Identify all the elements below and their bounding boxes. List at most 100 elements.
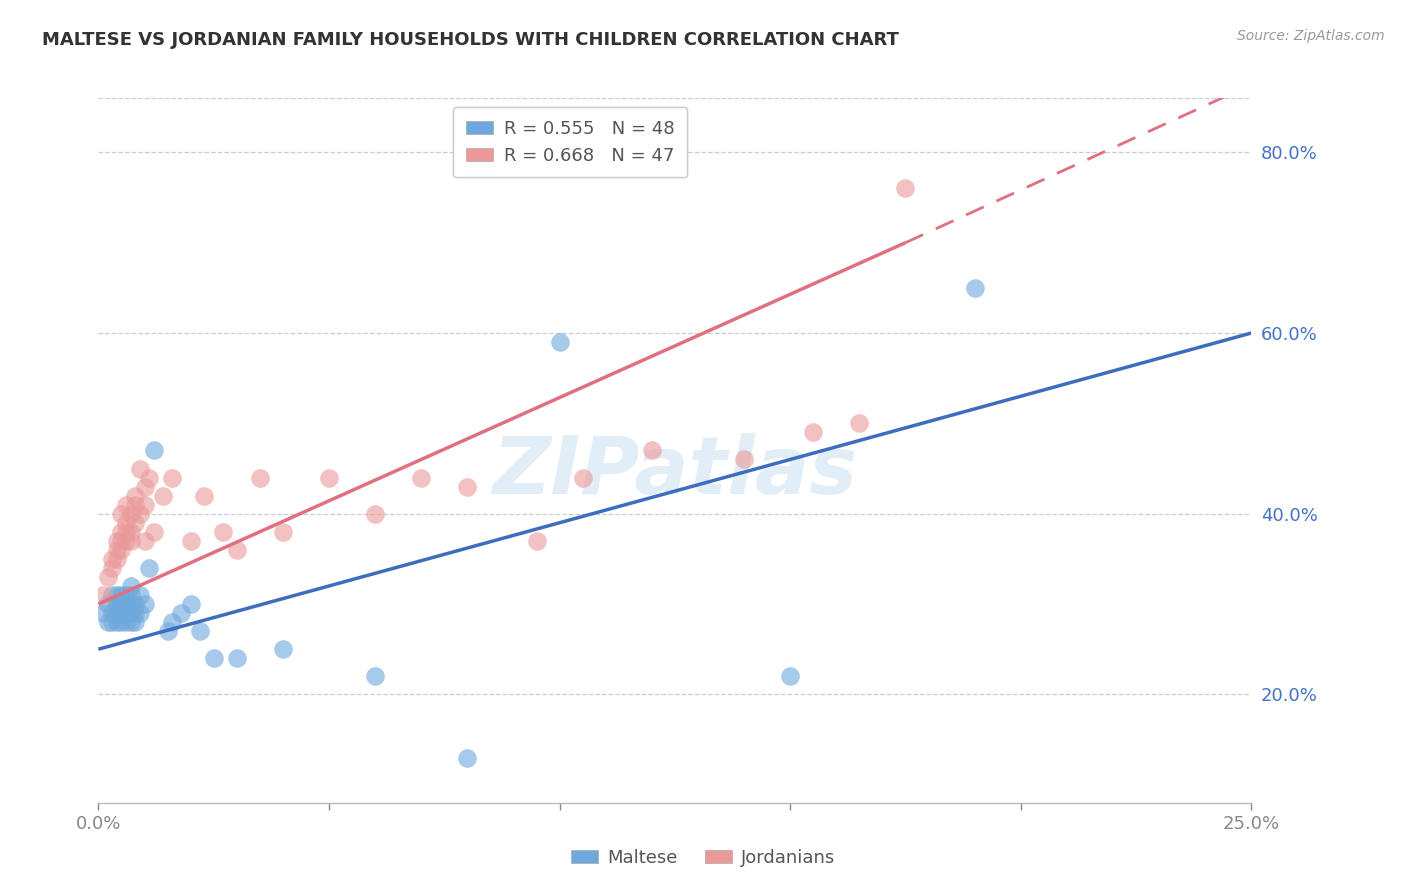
Point	[97, 597, 120, 611]
Point	[124, 615, 146, 629]
Point	[170, 606, 193, 620]
Text: MALTESE VS JORDANIAN FAMILY HOUSEHOLDS WITH CHILDREN CORRELATION CHART: MALTESE VS JORDANIAN FAMILY HOUSEHOLDS W…	[42, 31, 898, 49]
Point	[120, 615, 142, 629]
Point	[101, 606, 124, 620]
Point	[115, 498, 138, 512]
Point	[105, 552, 128, 566]
Point	[160, 470, 183, 484]
Point	[115, 533, 138, 548]
Point	[124, 597, 146, 611]
Point	[110, 524, 132, 539]
Point	[124, 516, 146, 530]
Point	[124, 489, 146, 503]
Point	[110, 588, 132, 602]
Point	[142, 524, 165, 539]
Point	[225, 542, 247, 557]
Point	[202, 651, 225, 665]
Point	[456, 750, 478, 764]
Point	[110, 542, 132, 557]
Point	[641, 443, 664, 458]
Point	[91, 588, 114, 602]
Point	[101, 588, 124, 602]
Point	[120, 533, 142, 548]
Point	[156, 624, 179, 639]
Point	[571, 470, 593, 484]
Point	[115, 516, 138, 530]
Point	[456, 480, 478, 494]
Point	[364, 507, 387, 521]
Point	[129, 588, 152, 602]
Point	[115, 615, 138, 629]
Point	[97, 615, 120, 629]
Point	[115, 597, 138, 611]
Point	[101, 552, 124, 566]
Point	[120, 606, 142, 620]
Point	[526, 533, 548, 548]
Point	[848, 417, 870, 431]
Point	[97, 570, 120, 584]
Point	[120, 588, 142, 602]
Point	[110, 507, 132, 521]
Point	[138, 470, 160, 484]
Point	[271, 642, 294, 657]
Point	[193, 489, 215, 503]
Legend: Maltese, Jordanians: Maltese, Jordanians	[564, 842, 842, 874]
Point	[105, 615, 128, 629]
Point	[101, 561, 124, 575]
Point	[212, 524, 235, 539]
Point	[120, 579, 142, 593]
Point	[134, 597, 156, 611]
Point	[105, 542, 128, 557]
Point	[115, 597, 138, 611]
Point	[963, 281, 986, 295]
Point	[142, 443, 165, 458]
Point	[101, 615, 124, 629]
Point	[115, 588, 138, 602]
Point	[364, 669, 387, 683]
Point	[188, 624, 211, 639]
Point	[124, 606, 146, 620]
Point	[105, 533, 128, 548]
Point	[115, 606, 138, 620]
Point	[110, 606, 132, 620]
Point	[120, 507, 142, 521]
Point	[779, 669, 801, 683]
Point	[129, 507, 152, 521]
Point	[91, 606, 114, 620]
Point	[129, 461, 152, 475]
Point	[110, 606, 132, 620]
Point	[120, 597, 142, 611]
Point	[105, 606, 128, 620]
Point	[110, 615, 132, 629]
Text: Source: ZipAtlas.com: Source: ZipAtlas.com	[1237, 29, 1385, 43]
Legend: R = 0.555   N = 48, R = 0.668   N = 47: R = 0.555 N = 48, R = 0.668 N = 47	[453, 107, 688, 178]
Point	[733, 452, 755, 467]
Point	[129, 606, 152, 620]
Point	[110, 597, 132, 611]
Point	[180, 597, 202, 611]
Point	[894, 181, 917, 195]
Point	[110, 533, 132, 548]
Point	[801, 425, 824, 440]
Point	[249, 470, 271, 484]
Point	[548, 334, 571, 349]
Point	[134, 480, 156, 494]
Point	[105, 597, 128, 611]
Point	[105, 588, 128, 602]
Point	[411, 470, 433, 484]
Point	[124, 498, 146, 512]
Point	[160, 615, 183, 629]
Point	[105, 597, 128, 611]
Point	[271, 524, 294, 539]
Point	[115, 524, 138, 539]
Point	[180, 533, 202, 548]
Point	[138, 561, 160, 575]
Point	[318, 470, 340, 484]
Point	[152, 489, 174, 503]
Point	[134, 533, 156, 548]
Point	[120, 524, 142, 539]
Text: ZIPatlas: ZIPatlas	[492, 433, 858, 510]
Point	[134, 498, 156, 512]
Point	[120, 606, 142, 620]
Point	[225, 651, 247, 665]
